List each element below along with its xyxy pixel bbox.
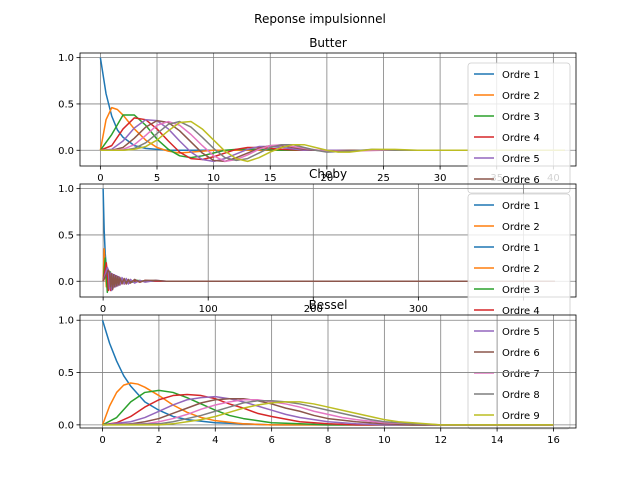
axes-frame <box>79 183 577 298</box>
legend-label: Ordre 1 <box>502 201 540 212</box>
y-tick-label: 1.0 <box>58 316 74 327</box>
series-line-6 <box>102 269 555 291</box>
x-tick-label: 30 <box>434 173 447 184</box>
x-tick-label: 5 <box>154 173 160 184</box>
x-tick-label: 10 <box>207 173 220 184</box>
subplot-title: Butter <box>309 36 347 50</box>
x-tick-label: 15 <box>264 173 277 184</box>
legend-label: Ordre 6 <box>502 348 540 359</box>
x-tick-label: 20 <box>321 173 334 184</box>
x-tick-label: 25 <box>377 173 390 184</box>
y-tick-label: 1.0 <box>58 184 74 195</box>
x-tick-label: 8 <box>325 435 331 446</box>
legend-label: Ordre 8 <box>502 390 540 401</box>
x-tick-label: 16 <box>547 435 560 446</box>
x-tick-label: 300 <box>409 304 428 315</box>
legend-label: Ordre 6 <box>502 175 540 186</box>
figure-suptitle: Reponse impulsionnel <box>254 12 386 26</box>
series-line-9 <box>102 401 554 426</box>
series-group <box>101 320 554 426</box>
legend-label: Ordre 7 <box>502 369 540 380</box>
series-group <box>102 188 555 294</box>
legend-label: Ordre 1 <box>502 243 540 254</box>
legend-box <box>467 193 571 430</box>
x-tick-label: 0 <box>100 304 106 315</box>
legend-label: Ordre 1 <box>502 70 540 81</box>
series-line-7 <box>100 120 565 163</box>
series-line-5 <box>102 395 554 426</box>
subplot-title: Cheby <box>309 167 347 181</box>
series-line-8 <box>102 400 554 426</box>
legend-label: Ordre 4 <box>502 306 540 317</box>
series-group <box>99 57 565 163</box>
x-tick-label: 14 <box>491 435 504 446</box>
series-line-9 <box>100 120 565 163</box>
legend-label: Ordre 9 <box>502 411 540 422</box>
x-tick-label: 6 <box>268 435 274 446</box>
legend: Ordre 1 Ordre 2 Ordre 3 Ordre 4 Ordre 5 Ordre… <box>467 62 571 194</box>
legend-label: Ordre 4 <box>502 133 540 144</box>
y-tick-label: 1.0 <box>58 53 74 64</box>
y-tick-label: 0.0 <box>58 420 74 431</box>
legend-label: Ordre 2 <box>502 264 540 275</box>
y-tick-label: 0.0 <box>58 277 74 288</box>
x-tick-label: 100 <box>199 304 218 315</box>
legend-label: Ordre 3 <box>502 285 540 296</box>
x-tick-label: 4 <box>212 435 218 446</box>
y-tick-label: 0.5 <box>58 99 74 110</box>
series-line-6 <box>102 397 554 426</box>
subplot-title: Bessel <box>309 298 348 312</box>
legend-label: Ordre 5 <box>502 154 540 165</box>
legend-label: Ordre 2 <box>502 91 540 102</box>
axes-frame <box>79 52 577 167</box>
x-tick-label: 12 <box>434 435 447 446</box>
x-tick-label: 0 <box>99 435 105 446</box>
y-tick-label: 0.0 <box>58 146 74 157</box>
legend-box <box>467 62 571 194</box>
x-tick-label: 2 <box>156 435 162 446</box>
legend-label: Ordre 3 <box>502 112 540 123</box>
y-tick-label: 0.5 <box>58 368 74 379</box>
legend-label: Ordre 2 <box>502 222 540 233</box>
legend-label: Ordre 5 <box>502 327 540 338</box>
y-tick-label: 0.5 <box>58 230 74 241</box>
x-tick-label: 200 <box>304 304 323 315</box>
x-tick-label: 0 <box>97 173 103 184</box>
legend: Ordre 1 Ordre 2 Ordre 1 Ordre 2 Ordre 3 Ordre… <box>467 193 571 430</box>
x-tick-label: 10 <box>378 435 391 446</box>
bessel-plot: 0 2 4 6 8 10 12 14 16 0.0 0.5 1.0 Bessel <box>58 298 577 446</box>
